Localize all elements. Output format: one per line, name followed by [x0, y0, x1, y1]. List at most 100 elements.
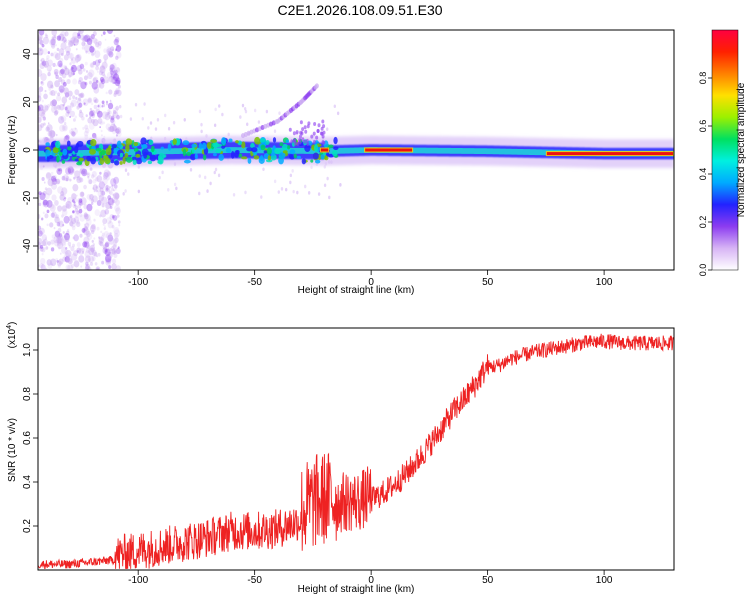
noise-speckle: [97, 190, 103, 198]
noise-speckle: [64, 196, 67, 200]
noise-speckle: [54, 72, 57, 75]
noise-speckle: [42, 201, 47, 207]
noise-speckle: [78, 68, 83, 75]
noise-speckle: [65, 249, 72, 258]
noise-speckle: [122, 192, 125, 196]
noise-speckle: [68, 244, 72, 248]
noise-speckle: [110, 115, 115, 121]
noise-speckle: [307, 191, 311, 195]
noise-speckle: [93, 104, 98, 110]
noise-speckle: [111, 215, 115, 219]
noise-speckle: [67, 111, 71, 115]
noise-speckle: [90, 229, 95, 235]
noise-speckle: [91, 81, 98, 90]
band-blob: [314, 144, 319, 152]
band-blob: [116, 140, 122, 148]
noise-speckle: [214, 107, 217, 112]
noise-speckle: [82, 68, 86, 72]
band-blob: [215, 148, 222, 154]
noise-speckle: [63, 198, 66, 202]
noise-speckle: [47, 178, 54, 187]
noise-speckle: [137, 189, 141, 194]
harmonic-speckle: [313, 121, 317, 126]
band-blob: [260, 144, 266, 151]
harmonic-speckle: [319, 131, 323, 136]
noise-speckle: [115, 105, 120, 111]
noise-speckle: [218, 104, 221, 108]
noise-speckle: [50, 130, 56, 138]
noise-speckle: [116, 214, 120, 218]
noise-speckle: [61, 246, 67, 254]
noise-speckle: [69, 219, 77, 228]
noise-speckle: [114, 48, 118, 52]
noise-speckle: [94, 59, 101, 67]
noise-speckle: [38, 34, 43, 41]
noise-speckle: [82, 126, 85, 130]
noise-speckle: [91, 256, 96, 262]
noise-speckle: [69, 115, 72, 118]
noise-speckle: [116, 43, 120, 48]
noise-speckle: [109, 186, 112, 189]
noise-speckle: [83, 75, 88, 81]
band-blob: [206, 141, 213, 149]
band-blob: [67, 146, 72, 151]
noise-speckle: [96, 226, 100, 231]
band-blob: [78, 157, 85, 162]
noise-speckle: [99, 65, 106, 74]
noise-speckle: [87, 258, 91, 262]
noise-speckle: [99, 126, 101, 129]
harmonic-speckle: [306, 142, 310, 147]
noise-speckle: [97, 43, 102, 49]
band-blob: [100, 150, 107, 155]
noise-speckle: [107, 50, 112, 56]
noise-speckle: [63, 67, 70, 76]
noise-speckle: [108, 191, 111, 194]
snr-x-tick-label: 50: [482, 575, 494, 586]
noise-speckle: [78, 199, 83, 206]
noise-speckle: [42, 211, 45, 215]
band-blob: [141, 143, 148, 149]
noise-speckle: [58, 63, 63, 68]
noise-speckle: [114, 66, 121, 75]
noise-speckle: [94, 209, 100, 217]
noise-speckle: [158, 175, 161, 180]
harmonic-speckle: [304, 129, 308, 134]
band-blob: [186, 151, 192, 156]
band-blob: [253, 155, 260, 160]
noise-speckle: [44, 213, 49, 219]
noise-speckle: [73, 36, 80, 44]
noise-speckle: [105, 111, 110, 117]
band-blob: [45, 142, 50, 147]
noise-speckle: [87, 98, 92, 103]
colorbar-tick-label: 0.4: [698, 168, 708, 181]
spectrogram-x-tick-label: 0: [368, 277, 374, 288]
band-blob: [213, 141, 218, 149]
noise-speckle: [91, 52, 95, 57]
noise-speckle: [71, 193, 77, 200]
noise-speckle: [58, 246, 61, 250]
noise-speckle: [115, 45, 122, 52]
noise-speckle: [71, 36, 76, 42]
noise-speckle: [109, 63, 115, 71]
noise-speckle: [61, 187, 68, 195]
harmonic-speckle: [298, 138, 302, 143]
noise-speckle: [76, 39, 80, 43]
noise-speckle: [78, 30, 84, 35]
noise-speckle: [87, 97, 93, 104]
spectrogram-ticks: -100 -50 0 50 100 -40 -20 0 20 40: [22, 48, 613, 288]
noise-speckle: [69, 220, 74, 227]
noise-speckle: [69, 214, 73, 219]
noise-speckle: [100, 78, 106, 85]
band-inner: [38, 147, 674, 157]
noise-speckle: [84, 222, 90, 229]
noise-speckle: [98, 181, 105, 190]
noise-speckle: [102, 121, 105, 125]
noise-speckle: [64, 106, 68, 111]
noise-speckle: [38, 68, 43, 77]
noise-speckle: [310, 165, 313, 170]
snr-frame: [37, 327, 675, 571]
noise-speckle: [76, 98, 82, 105]
noise-speckle: [91, 132, 97, 139]
noise-speckle: [106, 30, 114, 34]
snr-y-tick-label: 0.2: [22, 519, 33, 533]
